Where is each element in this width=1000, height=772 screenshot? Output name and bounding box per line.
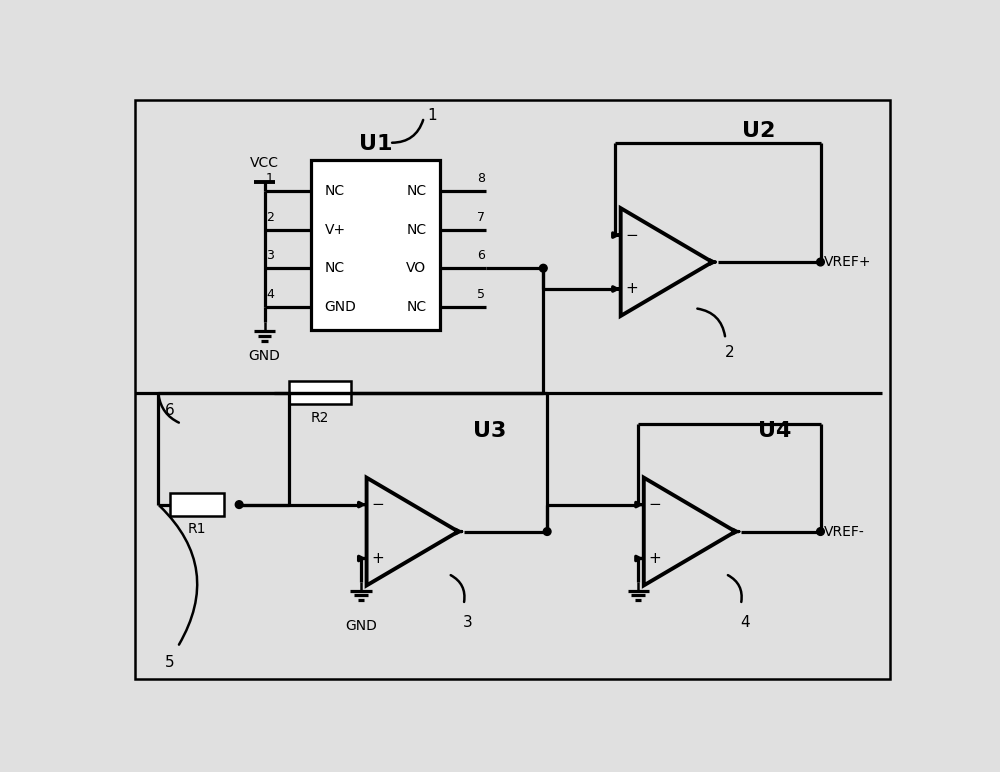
Text: 4: 4 [266, 287, 274, 300]
Text: 2: 2 [724, 345, 734, 361]
Text: R1: R1 [188, 523, 206, 537]
Circle shape [543, 528, 551, 536]
Text: 8: 8 [477, 172, 485, 185]
Text: GND: GND [249, 349, 280, 363]
Circle shape [817, 258, 824, 266]
Text: 6: 6 [477, 249, 485, 262]
Text: −: − [371, 497, 384, 512]
Text: NC: NC [406, 185, 426, 198]
Text: U2: U2 [742, 121, 776, 141]
Text: NC: NC [406, 222, 426, 237]
Text: 7: 7 [477, 211, 485, 224]
Text: 5: 5 [477, 287, 485, 300]
Text: 1: 1 [266, 172, 274, 185]
Circle shape [539, 264, 547, 272]
Text: 3: 3 [266, 249, 274, 262]
Text: U1: U1 [359, 134, 392, 154]
Bar [289, 381, 351, 405]
Circle shape [817, 528, 824, 536]
Bar [170, 493, 224, 516]
Text: R2: R2 [311, 411, 329, 425]
Text: NC: NC [325, 185, 345, 198]
Text: 3: 3 [463, 615, 472, 630]
Text: 6: 6 [165, 402, 175, 418]
Text: GND: GND [345, 618, 377, 632]
Text: VCC: VCC [250, 156, 279, 170]
Text: 5: 5 [165, 655, 175, 670]
Text: 2: 2 [266, 211, 274, 224]
Text: +: + [371, 551, 384, 566]
Text: −: − [648, 497, 661, 512]
Text: 1: 1 [428, 108, 437, 124]
Text: U4: U4 [758, 422, 791, 442]
Text: U3: U3 [473, 422, 506, 442]
Bar [311, 161, 440, 330]
Text: NC: NC [406, 300, 426, 313]
Text: VREF-: VREF- [824, 524, 865, 539]
Text: −: − [625, 228, 638, 242]
Text: 4: 4 [740, 615, 749, 630]
Text: +: + [648, 551, 661, 566]
Text: +: + [625, 282, 638, 296]
Text: VREF+: VREF+ [824, 255, 872, 269]
Text: NC: NC [325, 261, 345, 275]
Circle shape [235, 501, 243, 509]
Text: GND: GND [325, 300, 356, 313]
Text: V+: V+ [325, 222, 346, 237]
Text: VO: VO [406, 261, 426, 275]
